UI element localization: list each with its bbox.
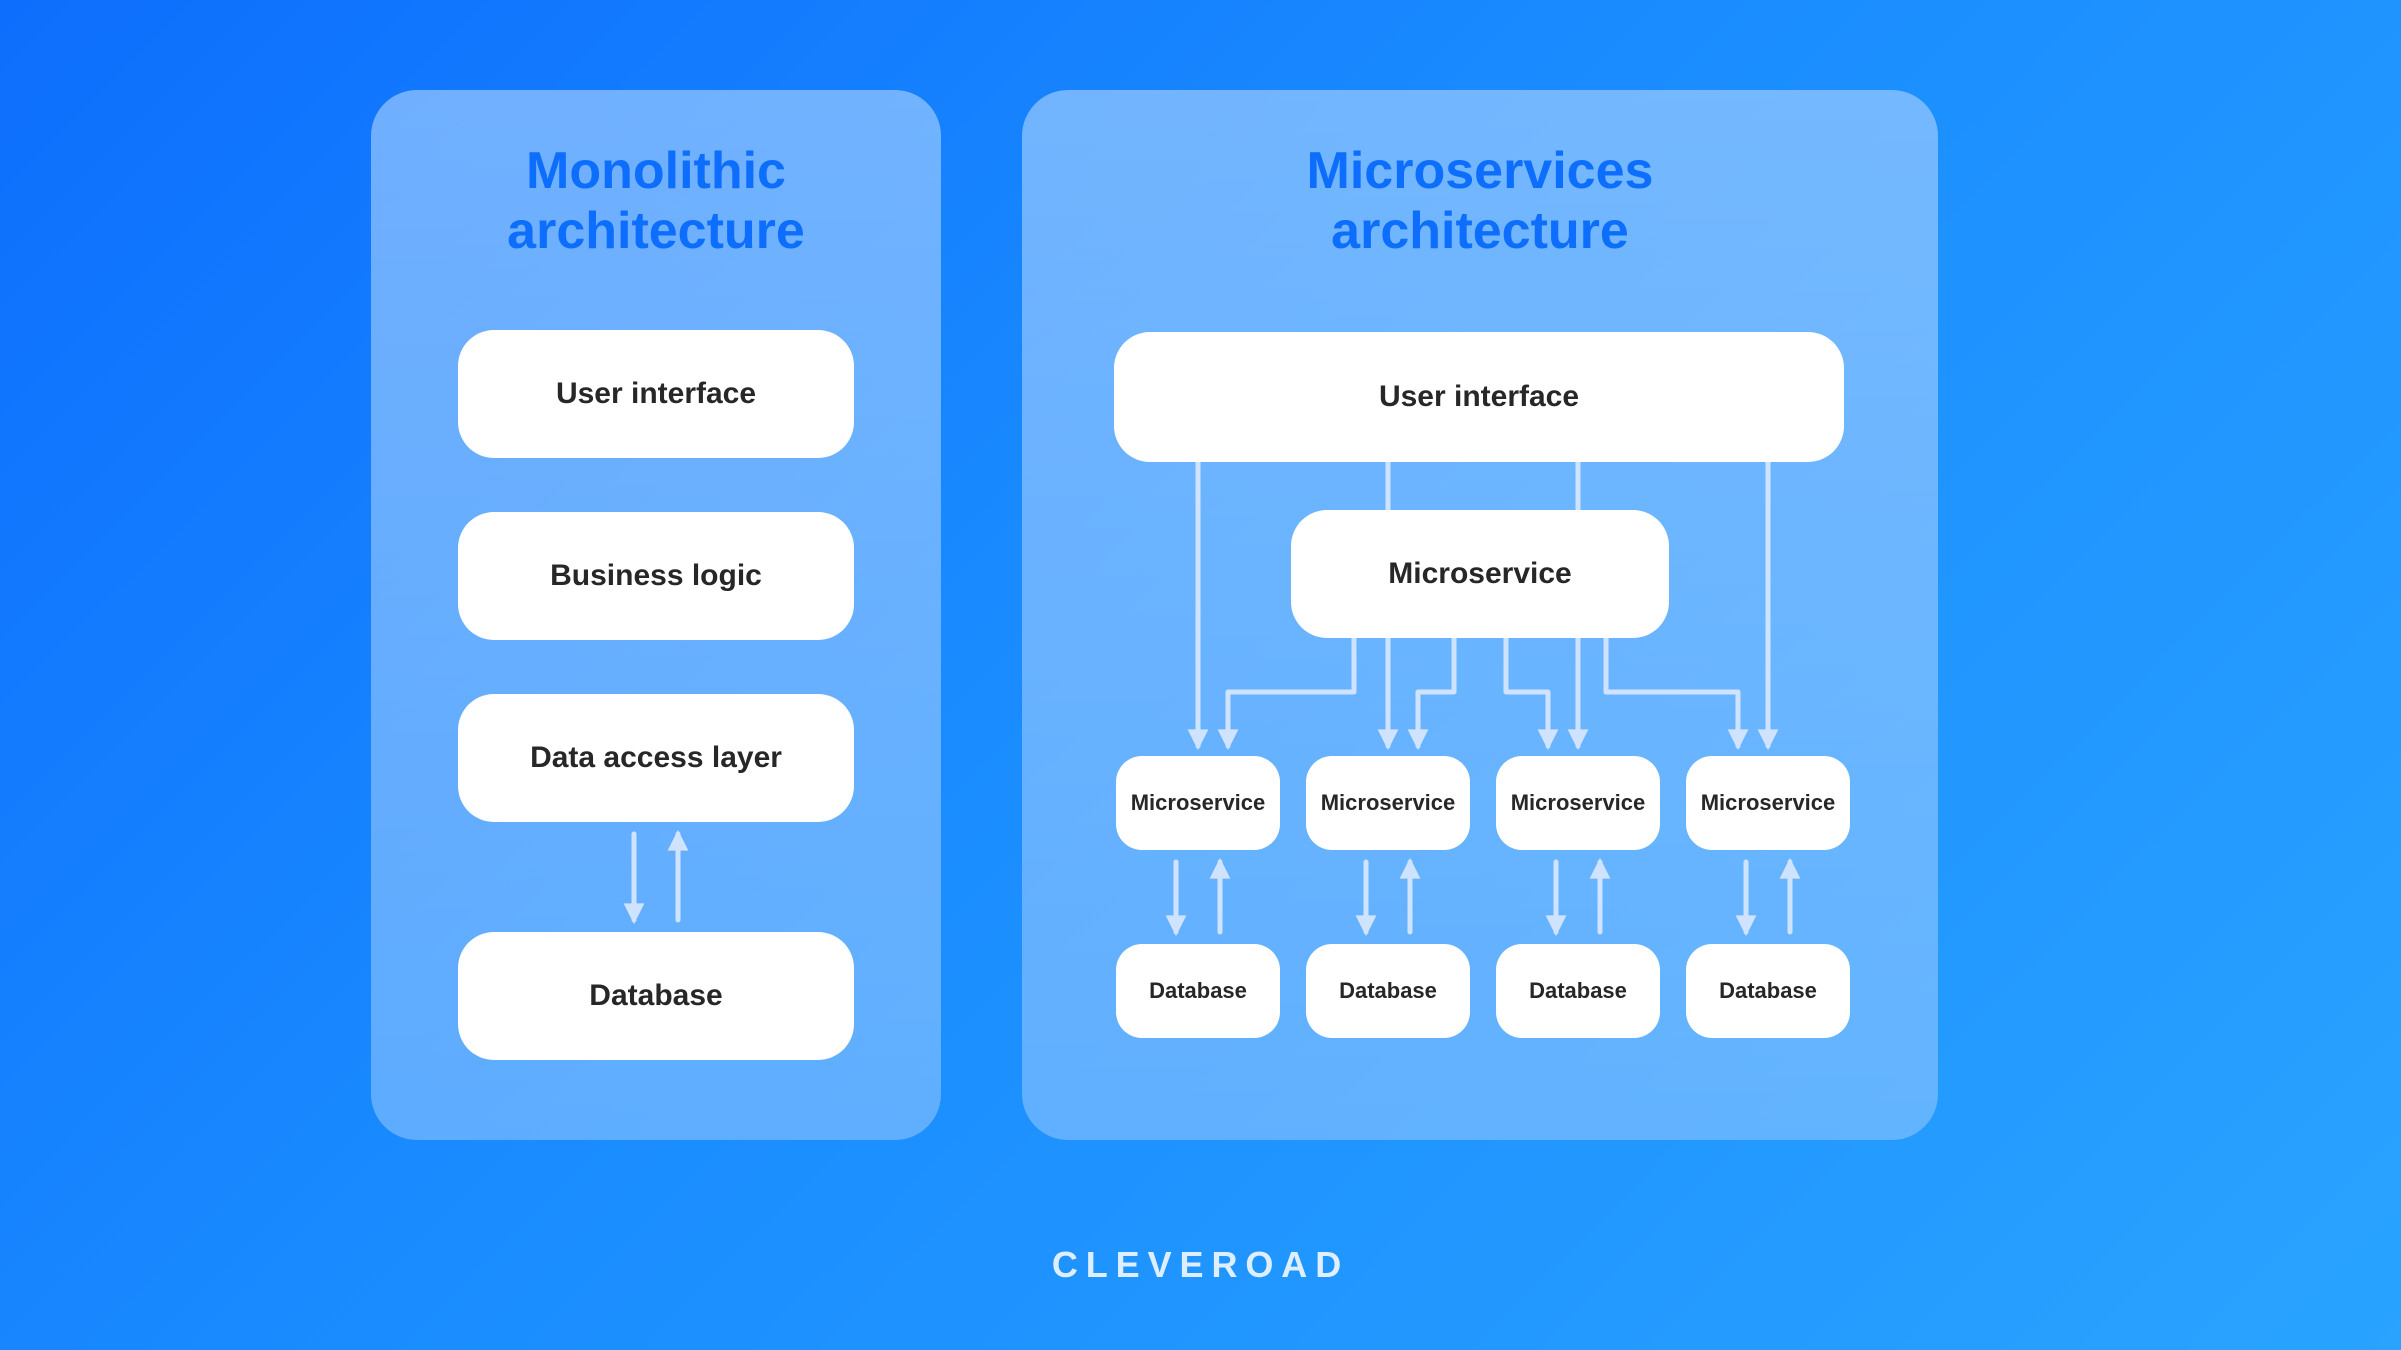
ms-db-box-3-label: Database [1719,978,1817,1004]
ms-micro-box-2-label: Microservice [1511,790,1646,816]
ms-micro-box-0-label: Microservice [1131,790,1266,816]
ms-db-box-1: Database [1306,944,1470,1038]
mono-box-0: User interface [458,330,854,458]
mono-box-1-label: Business logic [550,559,762,593]
diagram-canvas: Monolithic architecture Microservices ar… [0,0,2401,1350]
ms-micro-box-0: Microservice [1116,756,1280,850]
mono-box-3-label: Database [589,979,722,1013]
ms-micro-box-3: Microservice [1686,756,1850,850]
ms-db-box-2-label: Database [1529,978,1627,1004]
ms-micro-box-2: Microservice [1496,756,1660,850]
ms-gateway-box: Microservice [1291,510,1669,638]
microservices-title: Microservices architecture [1022,142,1938,262]
ms-gateway-box-label: Microservice [1388,557,1571,591]
ms-ui-box: User interface [1114,332,1844,462]
ms-ui-box-label: User interface [1379,380,1579,414]
mono-box-2-label: Data access layer [530,741,782,775]
ms-db-box-3: Database [1686,944,1850,1038]
mono-box-0-label: User interface [556,377,756,411]
ms-micro-box-1: Microservice [1306,756,1470,850]
mono-box-3: Database [458,932,854,1060]
monolithic-title: Monolithic architecture [371,142,941,262]
ms-micro-box-3-label: Microservice [1701,790,1836,816]
ms-db-box-0: Database [1116,944,1280,1038]
microservices-title-line2: architecture [1331,202,1629,260]
brand-label: CLEVEROAD [0,1244,2401,1286]
ms-db-box-0-label: Database [1149,978,1247,1004]
ms-micro-box-1-label: Microservice [1321,790,1456,816]
ms-db-box-1-label: Database [1339,978,1437,1004]
microservices-title-line1: Microservices [1307,142,1654,200]
mono-box-1: Business logic [458,512,854,640]
monolithic-title-line1: Monolithic [526,142,786,200]
monolithic-title-line2: architecture [507,202,805,260]
ms-db-box-2: Database [1496,944,1660,1038]
mono-box-2: Data access layer [458,694,854,822]
